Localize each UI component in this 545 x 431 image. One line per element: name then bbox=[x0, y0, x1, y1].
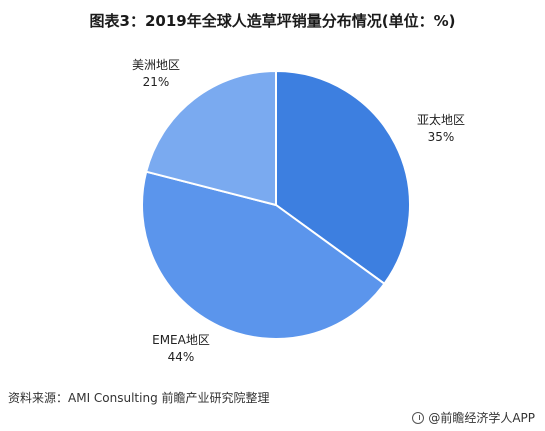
brand-text: @前瞻经济学人APP bbox=[428, 411, 535, 425]
pie-slice-0 bbox=[275, 69, 411, 286]
slice-label-name-1: EMEA地区 bbox=[152, 333, 210, 347]
slice-label-name-0: 亚太地区 bbox=[417, 112, 465, 127]
source-note: 资料来源：AMI Consulting 前瞻产业研究院整理 bbox=[8, 391, 270, 405]
slice-label-value-0: 35% bbox=[428, 130, 455, 144]
slice-label-value-1: 44% bbox=[168, 350, 195, 364]
brand-logo-icon bbox=[412, 411, 425, 424]
pie-slice-1 bbox=[141, 170, 386, 340]
slice-label-value-2: 21% bbox=[143, 75, 170, 89]
brand-footer: @前瞻经济学人APP bbox=[412, 409, 535, 426]
slice-label-name-2: 美洲地区 bbox=[132, 58, 180, 72]
pie-slice-2 bbox=[144, 69, 277, 207]
chart-title: 图表3：2019年全球人造草坪销量分布情况(单位：%) bbox=[89, 12, 456, 30]
